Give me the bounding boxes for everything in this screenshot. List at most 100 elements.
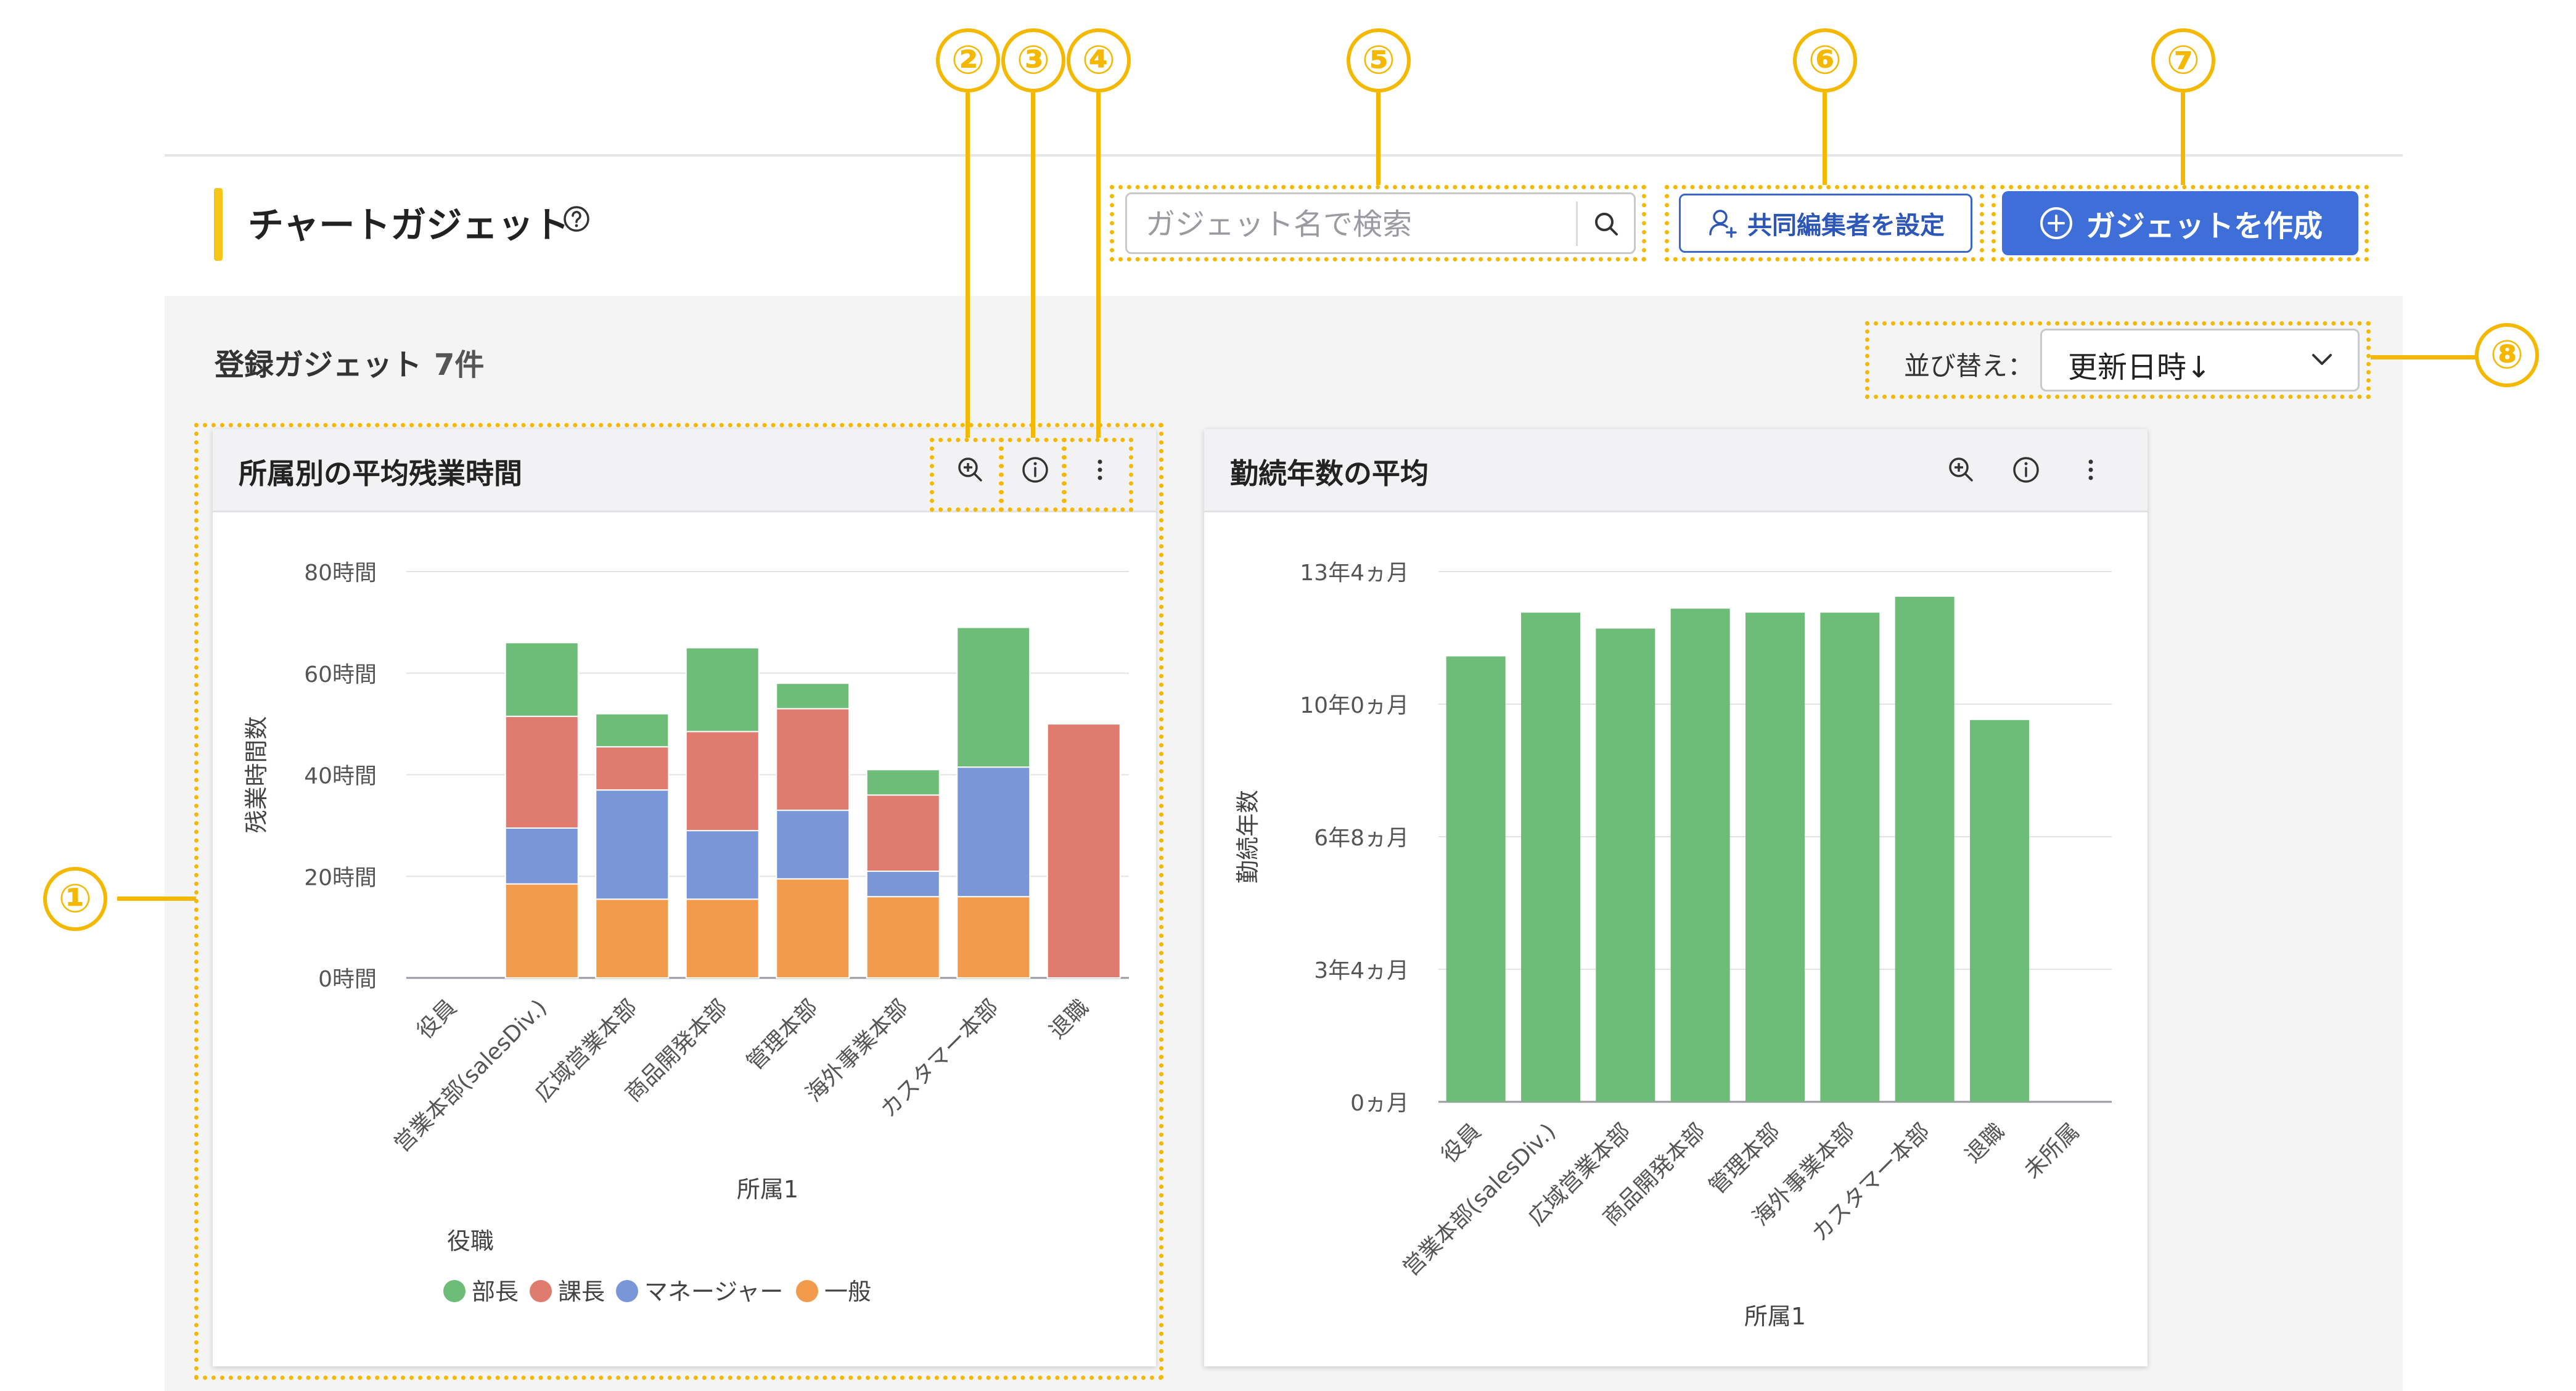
gadget-card-tenure: 勤続年数の平均 0ヵ月 3年4ヵ月 6年8ヵ月 10年0ヵ月 13年4ヵ月 役員 営業本部(… (1204, 429, 2147, 1366)
panel-top-border (165, 154, 2403, 157)
bar-segment (776, 878, 850, 979)
legend-label: 部長 (472, 1278, 519, 1305)
legend-swatch (796, 1280, 818, 1302)
callout-7: ⑦ (2151, 28, 2215, 92)
callout-4: ④ (1067, 28, 1131, 92)
leader-7 (2181, 92, 2185, 185)
leader-6 (1823, 92, 1827, 185)
sort-label: 並び替え： (1904, 351, 2034, 381)
registered-count: 7件 (434, 348, 485, 382)
info-icon (1022, 457, 1048, 483)
title-accent-bar (214, 188, 223, 261)
bar-segment (956, 766, 1031, 898)
annotation-box-6 (1665, 185, 1984, 261)
info-button[interactable] (1018, 453, 1052, 487)
bar (1446, 656, 1506, 1102)
search-button[interactable] (1583, 203, 1629, 245)
bar-segment (685, 898, 760, 979)
y-tick-label: 20時間 (304, 865, 377, 890)
bar (1670, 609, 1730, 1102)
y-tick-label: 3年4ヵ月 (1314, 958, 1409, 983)
leader-2 (966, 92, 970, 438)
legend-label: マネージャー (644, 1278, 783, 1305)
overtime-chart: 0時間20時間40時間60時間80時間役員営業本部(salesDiv.)広域営業… (243, 560, 1129, 1305)
create-gadget-button[interactable]: ガジェットを作成 (2002, 191, 2358, 255)
bar-segment (504, 642, 579, 717)
y-tick-label: 13年4ヵ月 (1300, 560, 1409, 586)
zoom-button[interactable] (953, 453, 988, 487)
bar-segment (685, 830, 760, 900)
bar-segment (956, 626, 1031, 768)
more-vertical-icon (2088, 459, 2093, 480)
more-vertical-icon (1097, 459, 1102, 480)
search-icon (1595, 213, 1618, 236)
search-divider (1576, 202, 1578, 246)
x-tick-label: 未所属 (2019, 1118, 2084, 1183)
legend-label: 一般 (824, 1278, 871, 1305)
help-icon[interactable] (562, 205, 591, 233)
zoom-in-icon (958, 458, 982, 482)
plus-circle-icon (2040, 207, 2072, 239)
annotation-box-3 (999, 438, 1067, 512)
legend-swatch (443, 1280, 466, 1302)
leader-3 (1031, 92, 1035, 438)
page-title: チャートガジェット (248, 204, 570, 246)
y-tick-label: 0時間 (318, 967, 377, 992)
y-tick-label: 6年8ヵ月 (1314, 826, 1409, 851)
annotation-box-5 (1110, 185, 1646, 261)
bar-segment (1046, 723, 1121, 979)
x-tick-label: 退職 (1960, 1118, 2009, 1168)
sort-select[interactable]: 更新日時↓ (2040, 329, 2360, 392)
y-tick-label: 80時間 (304, 560, 377, 586)
leader-4 (1096, 92, 1101, 438)
registered-gadgets-heading: 登録ガジェット 7件 (215, 340, 484, 384)
add-user-icon (1709, 210, 1737, 238)
set-coeditors-label: 共同編集者を設定 (1747, 211, 1945, 240)
callout-2: ② (936, 28, 1000, 92)
bar-segment (504, 883, 579, 979)
legend-swatch (530, 1280, 552, 1302)
x-axis-title: 所属1 (737, 1176, 798, 1203)
info-icon (2013, 457, 2039, 483)
gadget-card-overtime: 所属別の平均残業時間 0時間 20時間 40時間 60時間 80時間 役員 営業本部(sal… (213, 429, 1156, 1366)
bar (1596, 628, 1655, 1102)
info-button[interactable] (2009, 453, 2043, 487)
bar-segment (866, 871, 940, 898)
x-axis-title: 所属1 (1744, 1303, 1806, 1330)
bar-segment (595, 898, 670, 979)
annotation-box-4 (1062, 438, 1133, 512)
more-menu-button[interactable] (2074, 453, 2108, 487)
bar-segment (685, 647, 760, 732)
card-title: 勤続年数の平均 (1230, 457, 1429, 490)
bar (1820, 612, 1880, 1102)
leader-8 (2371, 355, 2476, 359)
bar-segment (776, 810, 850, 880)
sort-selected-value: 更新日時↓ (2068, 350, 2212, 385)
bar-segment (595, 713, 670, 748)
more-menu-button[interactable] (1083, 453, 1117, 487)
set-coeditors-button[interactable]: 共同編集者を設定 (1679, 194, 1972, 253)
legend-swatch (616, 1280, 638, 1302)
y-axis-title: 残業時間数 (243, 716, 270, 833)
bar (1895, 596, 1955, 1102)
bar (1521, 612, 1580, 1102)
leader-5 (1376, 92, 1380, 185)
callout-3: ③ (1001, 28, 1065, 92)
zoom-button[interactable] (1944, 453, 1979, 487)
legend-title: 役職 (447, 1228, 494, 1255)
bar-segment (866, 794, 940, 872)
tenure-chart: 0ヵ月3年4ヵ月6年8ヵ月10年0ヵ月13年4ヵ月役員営業本部(salesDiv… (1234, 560, 2112, 1330)
create-gadget-label: ガジェットを作成 (2085, 209, 2323, 244)
y-tick-label: 60時間 (304, 662, 377, 687)
bar-segment (504, 827, 579, 885)
card-header: 勤続年数の平均 (1204, 429, 2147, 512)
registered-label: 登録ガジェット (215, 348, 422, 382)
callout-6: ⑥ (1793, 28, 1857, 92)
bar-segment (595, 746, 670, 791)
y-tick-label: 10年0ヵ月 (1300, 693, 1409, 718)
gadget-search-input[interactable] (1144, 205, 1566, 244)
bar-segment (866, 896, 940, 979)
gadget-search-box (1125, 192, 1636, 254)
bar-segment (504, 715, 579, 829)
bar-segment (685, 731, 760, 832)
